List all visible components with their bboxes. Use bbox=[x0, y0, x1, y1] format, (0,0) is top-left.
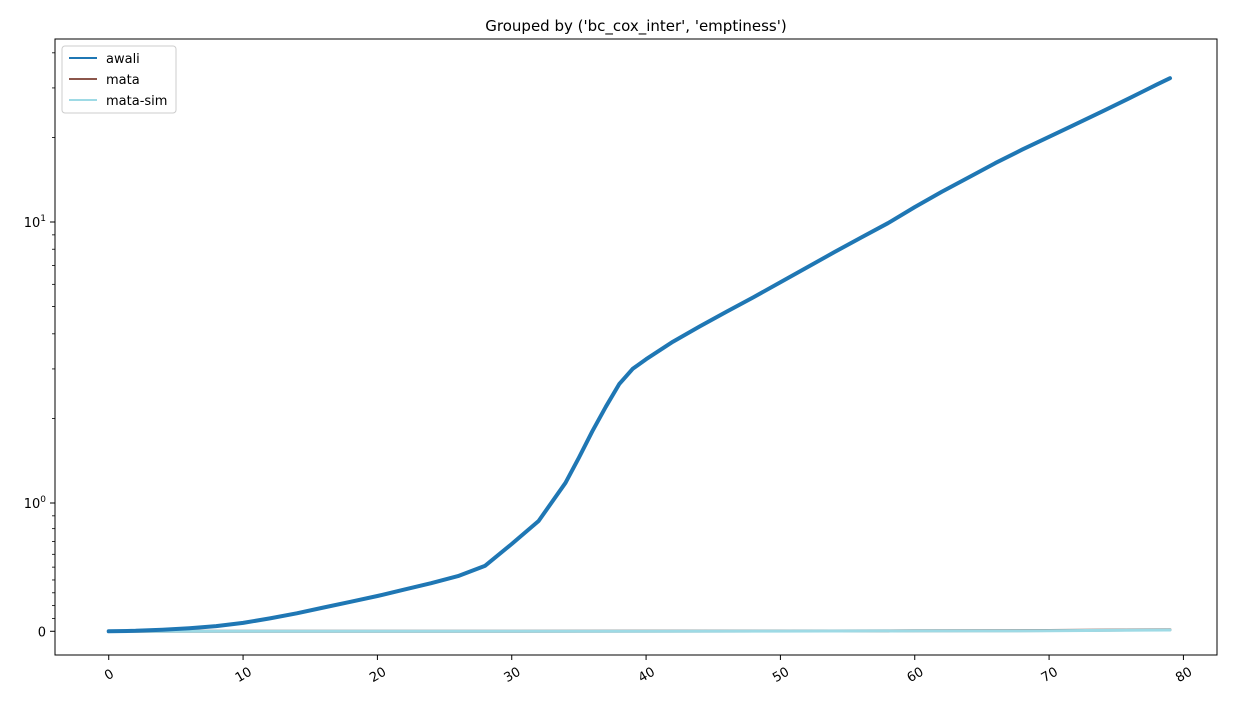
series-line-awali bbox=[106, 76, 1172, 634]
legend: awali mata mata-sim bbox=[61, 45, 177, 114]
y-axis: 0 100 101 bbox=[24, 52, 55, 640]
legend-box bbox=[61, 45, 177, 114]
legend-label-mata: mata bbox=[106, 73, 140, 88]
y-tick-label: 0 bbox=[38, 625, 46, 640]
series-layer bbox=[106, 76, 1172, 634]
series-line-mata-sim bbox=[107, 628, 1172, 633]
x-tick-label: 10 bbox=[233, 665, 255, 686]
x-tick-label: 40 bbox=[636, 665, 658, 686]
x-tick-label: 60 bbox=[905, 665, 927, 686]
plot-frame bbox=[54, 38, 1218, 656]
legend-label-awali: awali bbox=[106, 52, 140, 67]
chart-title: Grouped by ('bc_cox_inter', 'emptiness') bbox=[485, 17, 786, 36]
x-tick-label: 50 bbox=[770, 665, 792, 686]
x-tick-label: 80 bbox=[1173, 665, 1195, 686]
x-tick-label: 30 bbox=[502, 665, 524, 686]
y-tick-label: 100 bbox=[24, 495, 47, 512]
x-tick-label: 70 bbox=[1039, 665, 1061, 686]
x-axis: 0 10 20 30 40 50 60 70 80 bbox=[102, 655, 1195, 686]
x-tick-label: 20 bbox=[367, 665, 389, 686]
legend-label-mata-sim: mata-sim bbox=[106, 94, 167, 109]
y-tick-label: 101 bbox=[24, 214, 46, 231]
